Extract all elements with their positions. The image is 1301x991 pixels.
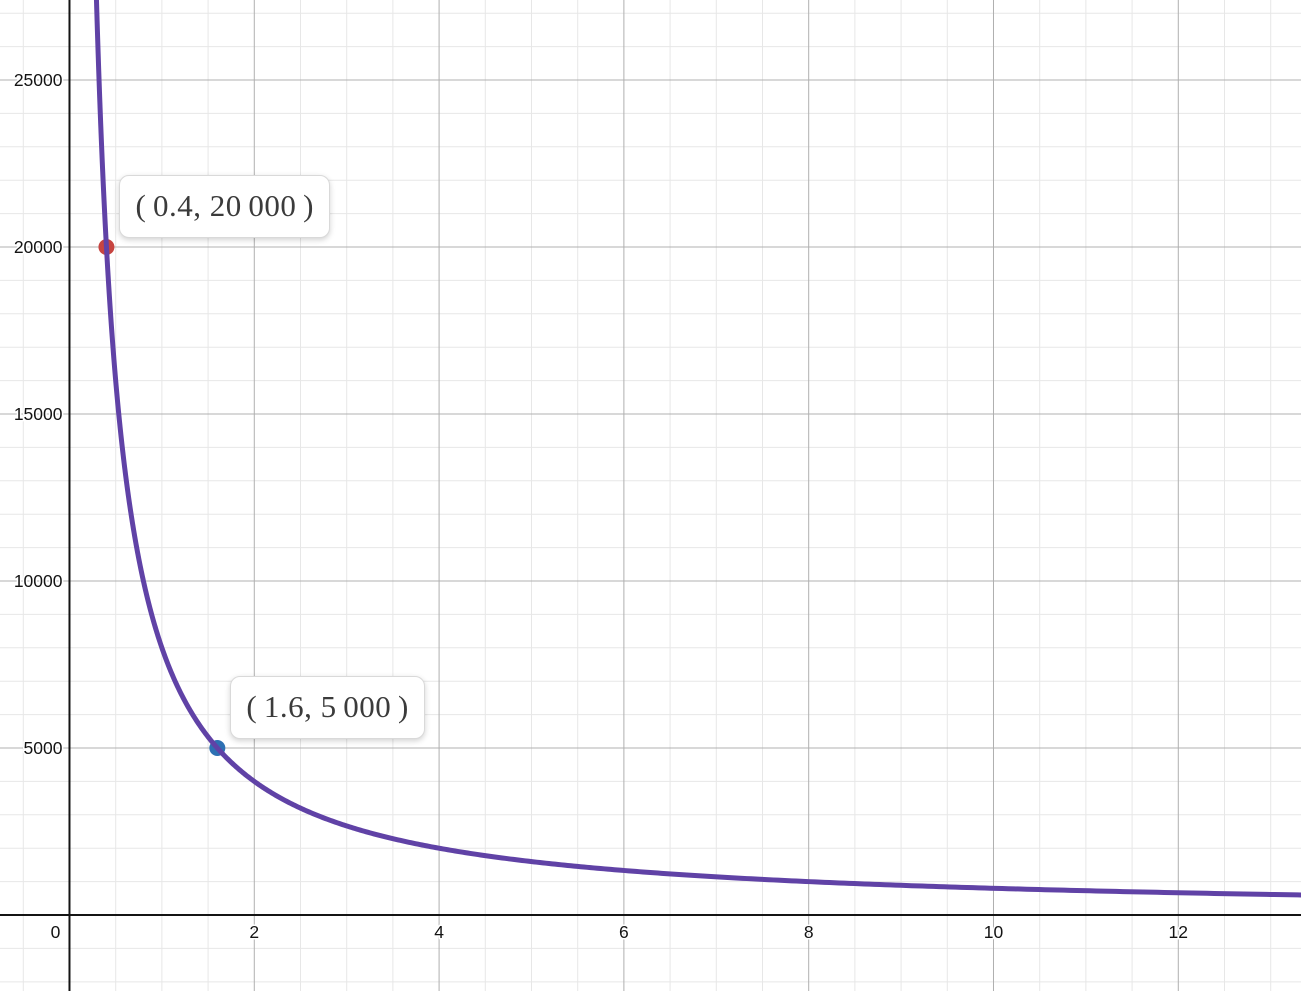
x-tick-label: 2 <box>249 922 259 942</box>
x-tick-label: 10 <box>984 922 1004 942</box>
x-tick-label: 0 <box>51 922 61 942</box>
x-tick-label: 12 <box>1169 922 1188 942</box>
y-tick-label: 20000 <box>14 237 63 257</box>
point-label-blue: ( 1.6, 5 000 ) <box>230 676 425 740</box>
x-tick-label: 6 <box>619 922 629 942</box>
y-tick-label: 25000 <box>14 70 63 90</box>
y-tick-label: 10000 <box>14 571 63 591</box>
y-tick-label: 15000 <box>14 404 63 424</box>
function-curve[interactable] <box>93 0 1301 898</box>
x-tick-label: 8 <box>804 922 814 942</box>
point-label-red: ( 0.4, 20 000 ) <box>119 175 330 238</box>
x-tick-label: 4 <box>434 922 444 942</box>
y-tick-label: 5000 <box>24 738 63 758</box>
